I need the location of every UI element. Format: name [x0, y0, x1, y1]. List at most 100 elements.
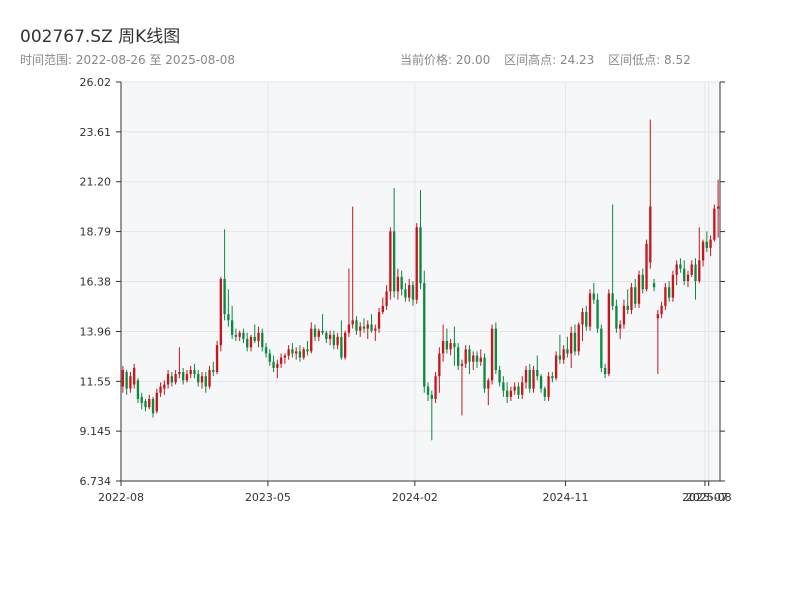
candle-body-down: [264, 347, 268, 354]
candle: [705, 231, 708, 253]
candle: [253, 324, 256, 344]
candle-body-up: [377, 312, 381, 329]
candle-body-up: [389, 231, 392, 292]
candle: [223, 229, 226, 321]
candle: [558, 334, 562, 364]
candle: [536, 355, 539, 381]
price-stats: 当前价格: 20.00 区间高点: 24.23 区间低点: 8.52: [400, 51, 701, 68]
candle: [343, 330, 347, 360]
candle: [441, 324, 445, 362]
candle: [366, 320, 369, 339]
candle: [528, 363, 531, 393]
candle-body-up: [675, 264, 678, 275]
candle-body-up: [660, 305, 663, 315]
candle: [268, 349, 271, 366]
candle-body-up: [310, 328, 313, 352]
candle-body-down: [332, 334, 336, 346]
candle-body-down: [227, 314, 230, 321]
candle-body-up: [577, 324, 580, 352]
candle-body-up: [276, 363, 279, 368]
candle-body-up: [249, 336, 253, 348]
candle: [671, 270, 675, 302]
candle-body-up: [690, 264, 693, 275]
candle-body-up: [532, 369, 535, 389]
candle-body-down: [453, 343, 456, 348]
candle-body-up: [328, 334, 332, 339]
x-tick-label: 2023-05: [245, 491, 291, 504]
candle: [607, 289, 611, 377]
candle: [656, 309, 660, 375]
candle: [351, 206, 354, 329]
candle: [148, 394, 151, 410]
candle: [690, 260, 693, 277]
candle-body-down: [558, 355, 562, 360]
x-tick-label: 2024-02: [392, 491, 438, 504]
candle: [242, 328, 245, 344]
current-price-label: 当前价格:: [400, 53, 453, 67]
candle-body-up: [686, 274, 690, 282]
candle-body-down: [313, 328, 317, 337]
candle: [449, 338, 452, 356]
range-low-stat: 区间低点: 8.52: [608, 53, 691, 67]
candle-body-up: [185, 374, 189, 381]
candle: [547, 372, 550, 402]
candle-body-down: [125, 372, 128, 389]
candle-body-down: [340, 336, 343, 358]
candle: [585, 305, 588, 331]
candle-body-up: [630, 287, 633, 310]
candle: [464, 345, 467, 368]
candle: [219, 276, 223, 352]
candle: [679, 258, 682, 273]
candle-body-down: [355, 320, 358, 331]
candle-body-up: [713, 208, 716, 240]
candle: [166, 369, 170, 389]
candle: [468, 345, 471, 375]
candle: [686, 270, 690, 288]
y-tick-label: 18.79: [80, 226, 112, 239]
candle: [310, 322, 313, 354]
candle-body-down: [230, 320, 234, 335]
candle: [140, 392, 143, 410]
candle: [174, 369, 177, 385]
candle: [332, 330, 336, 350]
candle: [698, 227, 701, 284]
candle-body-down: [457, 347, 460, 366]
candle: [264, 343, 268, 358]
candle-body-down: [498, 369, 501, 383]
candle-body-down: [539, 376, 543, 389]
candle: [498, 365, 501, 387]
candle: [566, 336, 569, 358]
candle: [185, 369, 189, 383]
candle-body-up: [554, 355, 558, 379]
candle-body-up: [200, 376, 204, 383]
candle-body-down: [445, 341, 449, 350]
candle-body-down: [426, 386, 430, 395]
current-price-value: 20.00: [455, 53, 491, 67]
candle-body-up: [283, 355, 287, 358]
candle-body-up: [460, 363, 464, 366]
date-range: 时间范围: 2022-08-26 至 2025-08-08: [20, 51, 235, 68]
candle: [487, 378, 490, 406]
date-range-label: 时间范围:: [20, 53, 73, 67]
candle: [238, 330, 241, 342]
candle-body-up: [219, 278, 223, 346]
candle-body-down: [585, 312, 588, 327]
candle: [227, 289, 230, 327]
candle-body-up: [381, 305, 384, 313]
candle-body-up: [215, 345, 219, 373]
candle-body-down: [536, 369, 539, 377]
candle-body-up: [618, 324, 622, 329]
candle: [472, 351, 475, 370]
range-high-label: 区间高点:: [504, 53, 557, 67]
candle: [200, 372, 204, 389]
candle: [374, 324, 377, 342]
candle-body-down: [223, 278, 226, 315]
candle-body-up: [238, 332, 241, 337]
candle-body-down: [502, 382, 505, 391]
candle-body-down: [325, 332, 328, 339]
candle: [675, 260, 678, 286]
candle-body-up: [174, 374, 177, 383]
candle: [302, 347, 305, 360]
candle: [362, 318, 366, 333]
